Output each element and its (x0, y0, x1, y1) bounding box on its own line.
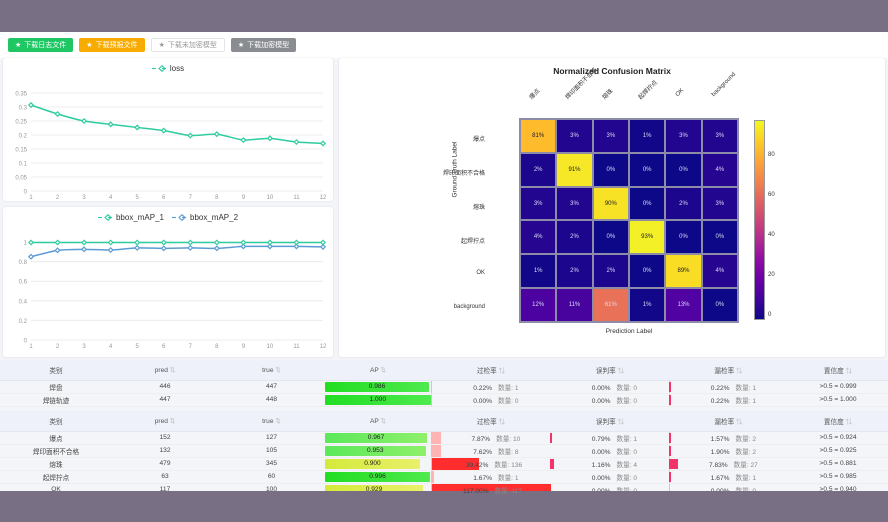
svg-text:5: 5 (136, 195, 140, 201)
svg-text:0.25: 0.25 (15, 120, 27, 126)
svg-text:0.3: 0.3 (19, 106, 28, 112)
svg-text:10: 10 (267, 344, 274, 350)
svg-text:9: 9 (242, 195, 246, 201)
svg-text:0.35: 0.35 (15, 92, 27, 98)
svg-text:0: 0 (24, 339, 28, 345)
svg-text:7: 7 (189, 195, 193, 201)
svg-text:6: 6 (162, 195, 166, 201)
svg-text:0.1: 0.1 (19, 162, 28, 168)
svg-text:7: 7 (189, 344, 193, 350)
svg-text:11: 11 (293, 344, 300, 350)
svg-text:0.05: 0.05 (15, 176, 27, 182)
svg-text:0.2: 0.2 (19, 134, 28, 140)
svg-text:0.8: 0.8 (19, 260, 28, 266)
svg-text:0: 0 (24, 190, 28, 196)
svg-text:6: 6 (162, 344, 166, 350)
svg-text:3: 3 (82, 344, 86, 350)
svg-text:9: 9 (242, 344, 246, 350)
svg-text:1: 1 (24, 241, 28, 247)
svg-text:10: 10 (267, 195, 274, 201)
svg-text:8: 8 (215, 344, 219, 350)
svg-text:2: 2 (56, 195, 60, 201)
svg-text:4: 4 (109, 195, 113, 201)
svg-text:0.15: 0.15 (15, 148, 27, 154)
svg-text:1: 1 (29, 195, 33, 201)
svg-text:4: 4 (109, 344, 113, 350)
svg-text:0.2: 0.2 (19, 319, 28, 325)
svg-text:0.6: 0.6 (19, 280, 28, 286)
svg-text:5: 5 (136, 344, 140, 350)
svg-text:0.4: 0.4 (19, 299, 28, 305)
svg-text:8: 8 (215, 195, 219, 201)
svg-text:3: 3 (82, 195, 86, 201)
svg-text:12: 12 (320, 344, 327, 350)
svg-text:11: 11 (293, 195, 300, 201)
svg-text:1: 1 (29, 344, 33, 350)
svg-text:2: 2 (56, 344, 60, 350)
svg-text:12: 12 (320, 195, 327, 201)
